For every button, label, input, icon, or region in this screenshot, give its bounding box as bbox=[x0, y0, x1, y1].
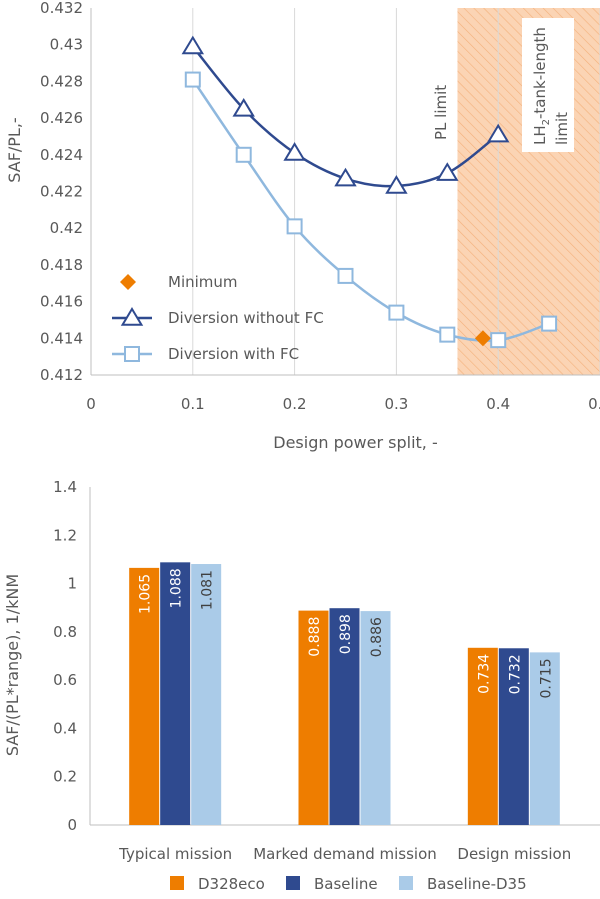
x-tick-label: 0 bbox=[86, 395, 96, 413]
bar-data-label: 0.888 bbox=[307, 617, 323, 657]
x-tick-label: 0.1 bbox=[181, 395, 205, 413]
legend-triangle-symbol bbox=[120, 307, 144, 326]
lh2-tank-length-annotation: LH2-tank-length bbox=[531, 27, 552, 145]
y-tick-label: 0.432 bbox=[40, 0, 83, 17]
x-tick-label: 0.2 bbox=[283, 395, 307, 413]
lh2-prefix: LH bbox=[531, 125, 549, 145]
square-marker bbox=[439, 326, 456, 343]
legend-label: D328eco bbox=[198, 875, 265, 893]
y-tick-label: 1 bbox=[67, 575, 77, 593]
legend-label: Diversion with FC bbox=[168, 345, 299, 363]
minimum-marker bbox=[474, 330, 491, 347]
bar-d328eco bbox=[129, 567, 160, 825]
square-marker bbox=[490, 332, 507, 349]
legend-label: Baseline-D35 bbox=[427, 875, 527, 893]
lh2-annotation-box bbox=[522, 18, 574, 152]
bar-d328eco bbox=[298, 610, 329, 825]
y-tick-label: 0.422 bbox=[40, 183, 83, 201]
y-tick-label: 1.4 bbox=[53, 478, 77, 496]
triangle-marker bbox=[232, 97, 255, 117]
triangle-marker bbox=[486, 123, 510, 143]
square-marker bbox=[337, 267, 354, 284]
pl-limit-annotation: PL limit bbox=[432, 85, 450, 140]
square-marker bbox=[184, 71, 201, 88]
y-tick-label: 0.43 bbox=[50, 36, 83, 54]
x-axis-title: Design power split, - bbox=[273, 433, 437, 452]
y-tick-label: 0.4 bbox=[53, 719, 77, 737]
bar-data-label: 0.732 bbox=[507, 654, 523, 694]
legend-swatch bbox=[286, 876, 300, 890]
line-chart: 0.4120.4140.4160.4180.420.4220.4240.4260… bbox=[5, 0, 600, 452]
y-tick-label: 0.426 bbox=[40, 109, 83, 127]
bar-chart: 0 0.2 0.4 0.6 0.8 1 1.2 1.4 SAF/(PL*range), 1/kN… bbox=[3, 478, 600, 893]
lh2-subscript: 2 bbox=[541, 119, 552, 125]
bar-baseline bbox=[498, 648, 529, 825]
category-label: Marked demand mission bbox=[253, 845, 437, 863]
y-axis-title: SAF/(PL*range), 1/kNM bbox=[3, 574, 22, 756]
y-tick-label: 0.42 bbox=[50, 219, 83, 237]
bar-data-label: 1.081 bbox=[200, 570, 216, 610]
y-tick-label: 0.416 bbox=[40, 293, 83, 311]
category-label: Typical mission bbox=[118, 845, 232, 863]
y-tick-label: 0.6 bbox=[53, 671, 77, 689]
bar-baseline bbox=[329, 608, 360, 825]
triangle-marker bbox=[181, 35, 205, 55]
triangle-marker bbox=[283, 142, 306, 161]
x-tick-label: 0.3 bbox=[384, 395, 408, 413]
triangle-marker bbox=[334, 167, 357, 187]
legend-label: Minimum bbox=[168, 273, 238, 291]
legend-swatch bbox=[170, 876, 184, 890]
y-tick-label: 0.414 bbox=[40, 329, 83, 347]
bar-d328eco bbox=[467, 647, 498, 825]
y-tick-label: 0.428 bbox=[40, 72, 83, 90]
legend-square-symbol bbox=[124, 346, 140, 362]
y-tick-label: 0 bbox=[67, 816, 77, 834]
y-tick-label: 1.2 bbox=[53, 526, 77, 544]
y-tick-label: 0.2 bbox=[53, 768, 77, 786]
y-tick-label: 0.412 bbox=[40, 366, 83, 384]
x-tick-label: 0.4 bbox=[486, 395, 510, 413]
bar-baseline-d35 bbox=[360, 611, 391, 825]
bar-data-label: 0.715 bbox=[538, 658, 554, 698]
y-tick-label: 0.424 bbox=[40, 146, 83, 164]
lh2-limit-annotation: limit bbox=[553, 112, 571, 145]
bar-data-label: 1.065 bbox=[138, 574, 154, 614]
legend-label: Baseline bbox=[314, 875, 378, 893]
bar-data-label: 0.886 bbox=[369, 617, 385, 657]
bar-data-label: 0.898 bbox=[338, 614, 354, 654]
legend-minimum-symbol bbox=[120, 274, 136, 290]
category-label: Design mission bbox=[457, 845, 571, 863]
bar-data-label: 1.088 bbox=[169, 568, 185, 608]
triangle-marker bbox=[385, 175, 408, 194]
bar-data-label: 0.734 bbox=[476, 654, 492, 694]
y-axis-title: SAF/PL,- bbox=[5, 117, 24, 182]
x-tick-label: 0.5 bbox=[588, 395, 600, 413]
square-marker bbox=[388, 304, 405, 321]
lh2-suffix: -tank-length bbox=[531, 27, 549, 119]
square-marker bbox=[286, 218, 303, 235]
triangle-marker bbox=[436, 162, 459, 181]
bar-baseline-d35 bbox=[191, 564, 222, 825]
square-marker bbox=[235, 146, 252, 163]
y-tick-label: 0.418 bbox=[40, 256, 83, 274]
square-marker bbox=[541, 315, 558, 332]
y-tick-label: 0.8 bbox=[53, 623, 77, 641]
legend-label: Diversion without FC bbox=[168, 309, 324, 327]
bar-baseline-d35 bbox=[529, 652, 560, 825]
legend-swatch bbox=[399, 876, 413, 890]
bar-baseline bbox=[160, 562, 191, 825]
